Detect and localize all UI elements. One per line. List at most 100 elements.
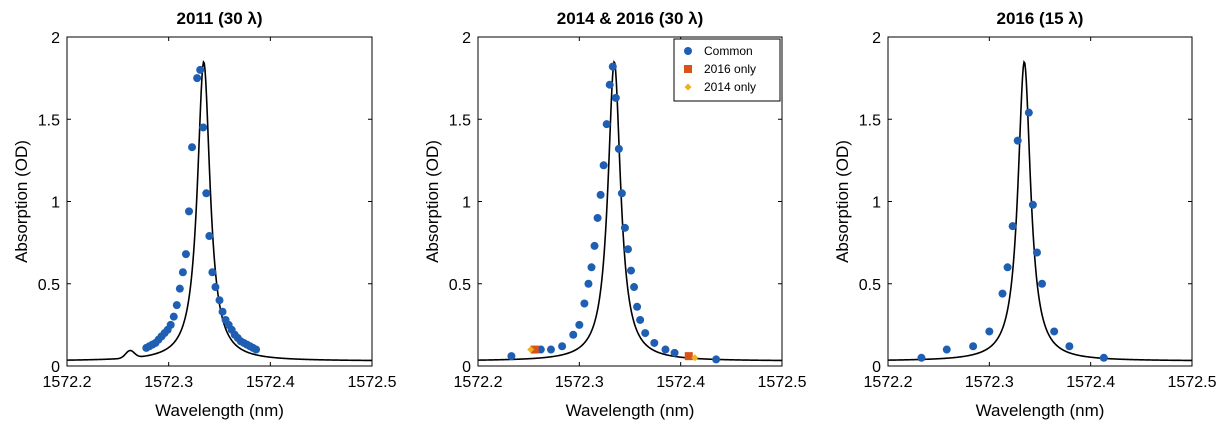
legend-marker bbox=[684, 47, 692, 55]
data-point bbox=[527, 346, 535, 354]
y-tick-label: 2 bbox=[872, 30, 881, 47]
data-point bbox=[1065, 342, 1074, 351]
absorption-curve bbox=[66, 60, 372, 362]
data-point bbox=[998, 289, 1007, 298]
data-point bbox=[608, 62, 617, 71]
legend: Common 2016 only 2014 only bbox=[673, 38, 781, 102]
data-point bbox=[605, 80, 614, 89]
data-point bbox=[166, 320, 175, 329]
data-point bbox=[627, 266, 636, 275]
series-common bbox=[507, 62, 721, 364]
data-point bbox=[670, 348, 679, 357]
chart-title: 2016 (15 λ) bbox=[997, 9, 1084, 28]
chart-title: 2011 (30 λ) bbox=[176, 9, 262, 28]
data-point bbox=[614, 144, 623, 153]
data-point bbox=[178, 268, 187, 277]
data-point bbox=[1032, 248, 1041, 257]
data-point bbox=[969, 342, 978, 351]
x-axis-label: Wavelength (nm) bbox=[566, 401, 695, 420]
data-point bbox=[1050, 327, 1059, 336]
legend-label: Common bbox=[704, 44, 753, 58]
y-axis-label: Absorption (OD) bbox=[12, 140, 31, 263]
x-tick-label: 1572.5 bbox=[758, 374, 807, 391]
data-point bbox=[530, 345, 539, 354]
y-tick-label: 0 bbox=[51, 359, 60, 376]
data-point bbox=[593, 213, 602, 222]
data-point bbox=[684, 352, 693, 361]
data-point bbox=[1003, 263, 1012, 272]
data-point bbox=[188, 143, 197, 152]
series-2016-only bbox=[530, 345, 693, 361]
data-point bbox=[985, 327, 994, 336]
x-tick-label: 1572.2 bbox=[454, 374, 503, 391]
data-point bbox=[1038, 279, 1047, 288]
x-tick-label: 1572.5 bbox=[348, 374, 397, 391]
data-point bbox=[599, 161, 608, 170]
x-tick-label: 1572.3 bbox=[965, 374, 1014, 391]
data-point bbox=[575, 320, 584, 329]
series-2014-only bbox=[527, 346, 699, 362]
data-point bbox=[569, 330, 578, 339]
x-tick-label: 1572.5 bbox=[1168, 374, 1217, 391]
data-point bbox=[1008, 222, 1017, 231]
data-point bbox=[169, 312, 178, 321]
x-tick-label: 1572.2 bbox=[864, 374, 913, 391]
data-point bbox=[175, 284, 184, 293]
data-point bbox=[202, 189, 211, 198]
data-point bbox=[208, 268, 217, 277]
data-point bbox=[596, 190, 605, 199]
y-tick-label: 0.5 bbox=[449, 277, 471, 294]
y-tick-label: 1.5 bbox=[38, 112, 60, 129]
panel-2: 2014 & 2016 (30 λ) 1572.2 1572.3 1572.4 1572… bbox=[423, 9, 807, 420]
absorption-curve bbox=[887, 60, 1192, 362]
legend-marker bbox=[684, 83, 692, 91]
x-tick-label: 1572.4 bbox=[656, 374, 705, 391]
data-point bbox=[199, 123, 208, 132]
data-point bbox=[633, 302, 642, 311]
data-point bbox=[546, 345, 555, 354]
x-tick-label: 1572.3 bbox=[555, 374, 604, 391]
x-tick-label: 1572.3 bbox=[144, 374, 193, 391]
data-point bbox=[1024, 108, 1033, 117]
legend-label: 2014 only bbox=[704, 80, 756, 94]
data-point bbox=[636, 315, 645, 324]
x-axis-label: Wavelength (nm) bbox=[976, 401, 1105, 420]
data-point bbox=[623, 245, 632, 254]
y-tick-label: 0.5 bbox=[859, 277, 881, 294]
plot-area-box bbox=[887, 36, 1193, 367]
data-point bbox=[193, 74, 202, 83]
data-point bbox=[620, 223, 629, 232]
data-point bbox=[205, 232, 214, 241]
y-tick-label: 0 bbox=[462, 359, 471, 376]
data-point bbox=[1099, 353, 1108, 362]
x-tick-label: 1572.4 bbox=[246, 374, 295, 391]
data-point bbox=[196, 65, 205, 74]
y-tick-label: 1 bbox=[51, 195, 60, 212]
chart-title: 2014 & 2016 (30 λ) bbox=[557, 9, 704, 28]
y-tick-label: 1 bbox=[872, 195, 881, 212]
data-point bbox=[536, 345, 545, 354]
data-point bbox=[630, 283, 639, 292]
data-point bbox=[1028, 200, 1037, 209]
data-point bbox=[917, 353, 926, 362]
series-1 bbox=[142, 65, 261, 354]
data-point bbox=[580, 299, 589, 308]
y-tick-label: 2 bbox=[462, 30, 471, 47]
x-tick-label: 1572.4 bbox=[1066, 374, 1115, 391]
data-point bbox=[587, 263, 596, 272]
data-point bbox=[602, 120, 611, 129]
legend-label: 2016 only bbox=[704, 62, 756, 76]
data-point bbox=[712, 355, 721, 364]
y-tick-label: 1.5 bbox=[859, 112, 881, 129]
x-axis-label: Wavelength (nm) bbox=[155, 401, 284, 420]
data-point bbox=[252, 345, 261, 354]
data-point bbox=[181, 250, 190, 259]
data-point bbox=[691, 354, 699, 362]
y-tick-label: 1.5 bbox=[449, 112, 471, 129]
x-tick-label: 1572.2 bbox=[43, 374, 92, 391]
panel-3: 2016 (15 λ) 1572.2 1572.3 1572.4 1572.5 0 0.5 1… bbox=[833, 9, 1217, 420]
series-1 bbox=[917, 108, 1108, 362]
data-point bbox=[558, 342, 567, 351]
